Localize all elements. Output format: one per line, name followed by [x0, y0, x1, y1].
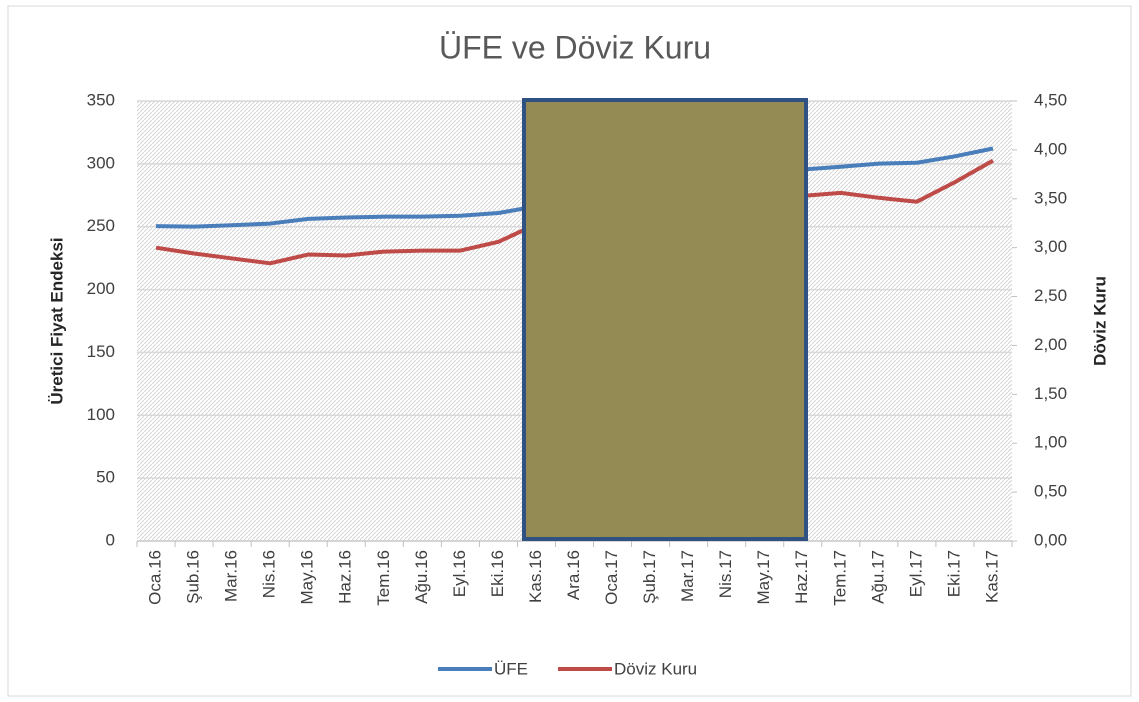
x-tick-label: Oca.17 — [602, 550, 621, 605]
x-tick-label: Ağu.17 — [868, 550, 887, 604]
y-tick-label: 200 — [87, 279, 115, 298]
y-tick-label: 50 — [96, 468, 115, 487]
y2-axis-title: Döviz Kuru — [1090, 276, 1109, 366]
y-axis-title: Üretici Fiyat Endeksi — [47, 237, 66, 404]
x-tick-label: Eki.16 — [488, 550, 507, 597]
y2-tick-label: 3,50 — [1034, 188, 1067, 207]
y2-tick-label: 2,50 — [1034, 286, 1067, 305]
x-tick-label: Haz.17 — [792, 550, 811, 604]
legend-label: ÜFE — [494, 659, 528, 678]
x-tick-label: Haz.16 — [336, 550, 355, 604]
x-tick-label: Şub.17 — [640, 550, 659, 604]
x-tick-label: Ağu.16 — [412, 550, 431, 604]
x-tick-label: Kas.17 — [982, 550, 1001, 603]
x-tick-label: Şub.16 — [184, 550, 203, 604]
x-tick-label: May.16 — [298, 550, 317, 605]
x-tick-label: Eyl.17 — [906, 550, 925, 597]
x-tick-label: Ara.16 — [564, 550, 583, 600]
x-tick-label: Mar.17 — [678, 550, 697, 602]
y2-tick-label: 3,00 — [1034, 237, 1067, 256]
chart-title: ÜFE ve Döviz Kuru — [439, 29, 711, 65]
y-tick-label: 250 — [87, 216, 115, 235]
y2-tick-label: 1,00 — [1034, 433, 1067, 452]
x-tick-label: Tem.16 — [374, 550, 393, 606]
y-tick-label: 300 — [87, 153, 115, 172]
x-tick-label: Nis.17 — [716, 550, 735, 598]
x-tick-label: May.17 — [754, 550, 773, 605]
x-tick-label: Tem.17 — [830, 550, 849, 606]
y-tick-label: 0 — [106, 530, 115, 549]
x-tick-label: Eyl.16 — [450, 550, 469, 597]
y2-tick-label: 4,00 — [1034, 139, 1067, 158]
legend-label: Döviz Kuru — [614, 659, 697, 678]
x-tick-label: Kas.16 — [526, 550, 545, 603]
x-tick-label: Oca.16 — [146, 550, 165, 605]
x-tick-label: Eki.17 — [944, 550, 963, 597]
occluding-box — [522, 98, 808, 541]
y-tick-label: 150 — [87, 342, 115, 361]
y2-tick-label: 2,00 — [1034, 335, 1067, 354]
y2-tick-label: 0,00 — [1034, 530, 1067, 549]
x-tick-label: Mar.16 — [222, 550, 241, 602]
y2-tick-label: 1,50 — [1034, 384, 1067, 403]
y2-tick-label: 4,50 — [1034, 90, 1067, 109]
x-tick-label: Nis.16 — [260, 550, 279, 598]
y-tick-label: 350 — [87, 90, 115, 109]
y2-tick-label: 0,50 — [1034, 482, 1067, 501]
y-tick-label: 100 — [87, 405, 115, 424]
